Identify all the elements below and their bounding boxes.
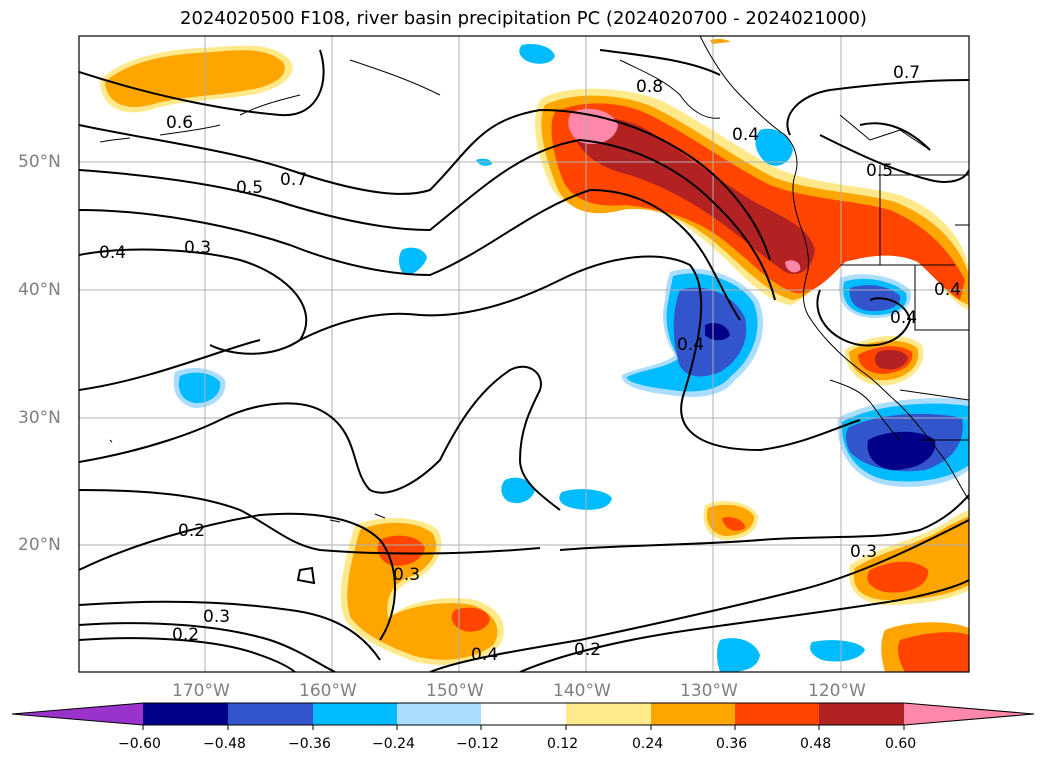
contour-lines xyxy=(79,49,969,672)
lon-label-120w: 120°W xyxy=(808,681,866,701)
colorbar-tick: 0.48 xyxy=(800,736,832,752)
coastlines xyxy=(99,36,969,585)
colorbar-tick: −0.12 xyxy=(456,736,499,752)
contour-label: 0.3 xyxy=(393,565,420,585)
lon-label-130w: 130°W xyxy=(680,681,738,701)
contour-labels: 0.6 0.7 0.5 0.4 0.3 0.2 0.3 0.2 0.8 0.7 … xyxy=(99,63,961,665)
contour-label: 0.2 xyxy=(178,521,205,541)
contour-label: 0.4 xyxy=(934,280,961,300)
colorbar-tick: −0.60 xyxy=(118,736,161,752)
lat-label-20n: 20°N xyxy=(18,535,61,555)
contour-label: 0.4 xyxy=(99,243,126,263)
colorbar xyxy=(11,702,1035,730)
contour-label: 0.8 xyxy=(636,77,663,97)
negative-anomaly-baja xyxy=(837,398,969,487)
contour-label: 0.3 xyxy=(203,607,230,627)
positive-anomaly-central xyxy=(703,501,759,540)
map-border xyxy=(78,35,970,673)
contour-label: 0.3 xyxy=(850,542,877,562)
map-title: 2024020500 F108, river basin precipitati… xyxy=(180,8,867,29)
negative-anomaly-california xyxy=(839,274,911,318)
lon-label-160w: 160°W xyxy=(299,681,357,701)
positive-anomaly-hawaii xyxy=(340,518,504,665)
colorbar-tick: 0.60 xyxy=(885,736,917,752)
lon-label-140w: 140°W xyxy=(553,681,611,701)
colorbar-tick: 0.36 xyxy=(716,736,748,752)
positive-anomaly-band xyxy=(534,88,969,310)
contour-label: 0.7 xyxy=(893,63,920,83)
colorbar-tick: −0.48 xyxy=(203,736,246,752)
contour-label: 0.4 xyxy=(677,335,704,355)
contour-label: 0.5 xyxy=(866,161,893,181)
negative-anomaly-small xyxy=(173,38,865,672)
lat-label-40n: 40°N xyxy=(18,280,61,300)
contour-label: 0.3 xyxy=(184,238,211,258)
lon-label-170w: 170°W xyxy=(172,681,230,701)
colorbar-tick: 0.24 xyxy=(632,736,664,752)
contour-label: 0.2 xyxy=(574,640,601,660)
contour-label: 0.4 xyxy=(890,308,917,328)
contour-label: 0.4 xyxy=(471,645,498,665)
contour-label: 0.4 xyxy=(732,125,759,145)
contour-label: 0.7 xyxy=(280,170,307,190)
contour-label: 0.2 xyxy=(172,625,199,645)
lat-label-30n: 30°N xyxy=(18,408,61,428)
colorbar-tick: −0.36 xyxy=(288,736,331,752)
contour-label: 0.5 xyxy=(236,178,263,198)
lat-label-50n: 50°N xyxy=(18,152,61,172)
contour-label: 0.6 xyxy=(166,113,193,133)
colorbar-tick: 0.12 xyxy=(547,736,579,752)
lon-label-150w: 150°W xyxy=(426,681,484,701)
map-frame-content: 0.6 0.7 0.5 0.4 0.3 0.2 0.3 0.2 0.8 0.7 … xyxy=(79,36,969,672)
colorbar-tick: −0.24 xyxy=(372,736,415,752)
positive-anomaly-southeast xyxy=(849,510,969,672)
